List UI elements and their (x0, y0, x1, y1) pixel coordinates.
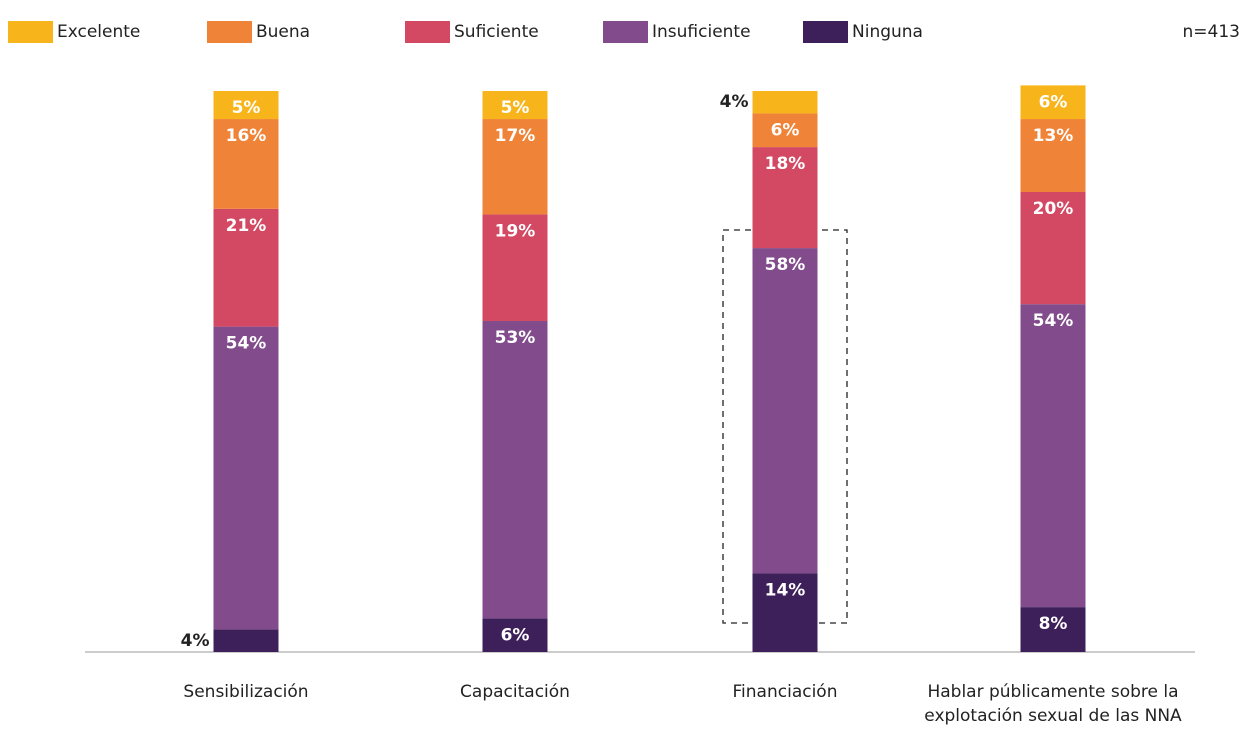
data-label: 5% (232, 98, 261, 118)
x-tick-label: Financiación (733, 682, 838, 702)
data-label: 19% (495, 221, 536, 241)
highlight-box (722, 229, 848, 624)
data-label: 54% (226, 334, 267, 354)
data-label: 17% (495, 126, 536, 146)
bar-segment (482, 91, 548, 120)
bar-segment (482, 214, 548, 322)
bar-segment (482, 618, 548, 652)
bar-segment (1020, 607, 1086, 652)
data-label: 16% (226, 126, 267, 146)
bar-segment (1020, 191, 1086, 305)
data-label: 20% (1033, 199, 1074, 219)
bar-segment (752, 91, 818, 114)
data-label: 6% (1039, 92, 1068, 112)
data-label: 6% (771, 120, 800, 140)
data-label: 18% (765, 154, 806, 174)
legend-label: Insuficiente (652, 22, 751, 42)
bar-segment (482, 119, 548, 215)
bar-segment (1020, 119, 1086, 192)
legend-swatch (803, 21, 848, 43)
data-label: 14% (765, 580, 806, 600)
data-label: 6% (501, 625, 530, 645)
bar-segment (752, 147, 818, 249)
bar-segment (1020, 85, 1086, 120)
bar-segment (213, 326, 279, 630)
bar-segment (213, 119, 279, 209)
legend-swatch (8, 21, 53, 43)
bar-segment (482, 321, 548, 619)
bar-segment (1020, 304, 1086, 608)
data-label: 53% (495, 328, 536, 348)
data-label: 5% (501, 98, 530, 118)
legend-label: Suficiente (454, 22, 539, 42)
legend-swatch (603, 21, 648, 43)
note: n=413 (1183, 22, 1240, 42)
x-tick-label: Capacitación (460, 682, 570, 702)
legend-swatch (207, 21, 252, 43)
bar-segment (752, 248, 818, 574)
data-label: 8% (1039, 614, 1068, 634)
legend-label: Ninguna (852, 22, 923, 42)
data-label: 13% (1033, 126, 1074, 146)
legend-label: Buena (256, 22, 310, 42)
bar-segment (213, 629, 279, 652)
legend-swatch (405, 21, 450, 43)
bar-segment (213, 91, 279, 120)
data-label: 4% (720, 92, 749, 112)
data-label: 58% (765, 255, 806, 275)
x-tick-label: Hablar públicamente sobre la explotación … (924, 682, 1182, 726)
legend-label: Excelente (57, 22, 140, 42)
bar-segment (213, 208, 279, 327)
data-label: 54% (1033, 311, 1074, 331)
bar-segment (752, 113, 818, 148)
bar-segment (752, 573, 818, 652)
x-tick-label: Sensibilización (183, 682, 308, 702)
data-label: 4% (181, 631, 210, 651)
data-label: 21% (226, 216, 267, 236)
